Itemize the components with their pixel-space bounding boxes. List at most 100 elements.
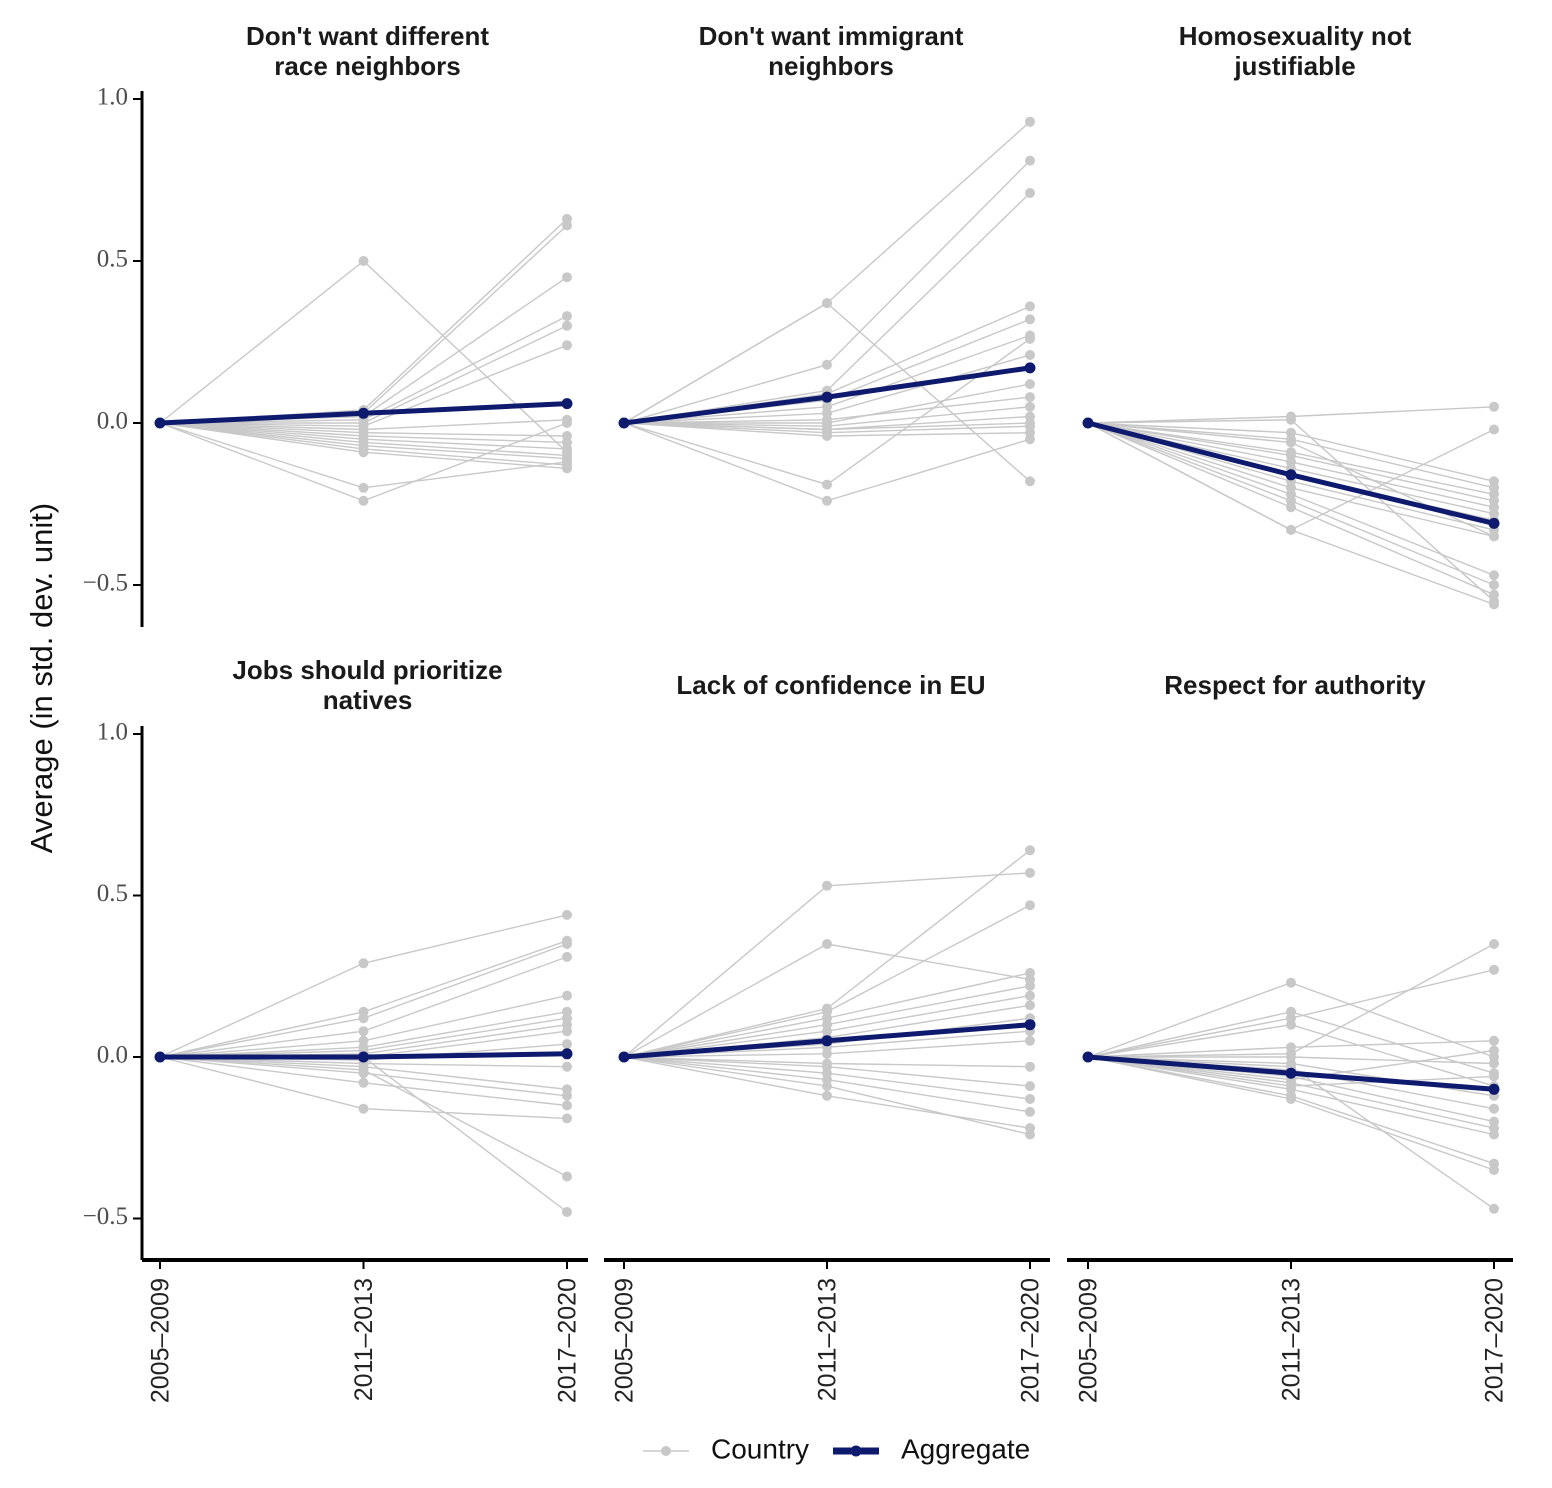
country-point xyxy=(822,1048,832,1059)
x-tick-label: 2017–2020 xyxy=(1481,1278,1509,1403)
country-point xyxy=(1489,401,1499,412)
country-point xyxy=(1286,524,1296,535)
panel-6: Respect for authority xyxy=(1082,670,1500,1214)
aggregate-point xyxy=(1082,417,1094,429)
aggregate-point xyxy=(154,1051,166,1063)
country-line xyxy=(623,160,1031,424)
panel-title-line: natives xyxy=(323,685,413,715)
country-point xyxy=(562,1039,572,1050)
country-point xyxy=(1489,1129,1499,1140)
panel-5: Lack of confidence in EU xyxy=(618,670,1036,1140)
aggregate-point xyxy=(1285,469,1297,481)
country-point xyxy=(562,1171,572,1182)
country-point xyxy=(822,495,832,506)
country-point xyxy=(1489,424,1499,435)
country-point xyxy=(562,990,572,1001)
y-tick-label: 0.0 xyxy=(97,408,128,435)
country-point xyxy=(822,1081,832,1092)
aggregate-point xyxy=(1285,1067,1297,1079)
country-point xyxy=(562,418,572,428)
y-axis-label: Average (in std. dev. unit) xyxy=(24,503,59,853)
x-tick-label: 2011–2013 xyxy=(350,1278,378,1401)
country-point xyxy=(1025,867,1035,878)
country-point xyxy=(1286,1019,1296,1030)
country-point xyxy=(1489,1165,1499,1175)
country-point xyxy=(1489,1058,1499,1069)
y-tick-label: 1.0 xyxy=(97,84,128,111)
axes-layer: 1.0 0.5 0.0 −0.5 1.0 0.5 0.0 −0.5 2005–2009 2011–… xyxy=(83,84,1513,1403)
country-point xyxy=(1489,599,1499,610)
country-point xyxy=(1025,1081,1035,1092)
country-point xyxy=(1025,333,1035,344)
country-point xyxy=(1025,434,1035,445)
country-point xyxy=(1489,1103,1499,1114)
country-point xyxy=(822,880,832,891)
x-tick-label: 2017–2020 xyxy=(1017,1278,1045,1403)
country-point xyxy=(358,958,369,969)
country-point xyxy=(1286,1094,1296,1104)
country-point xyxy=(1025,301,1035,312)
country-point xyxy=(1286,437,1296,448)
aggregate-point xyxy=(618,1051,630,1063)
legend-country-marker xyxy=(661,1446,671,1456)
panel-title-line: Lack of confidence in EU xyxy=(676,670,985,700)
country-point xyxy=(1286,977,1296,988)
country-point xyxy=(1025,392,1035,403)
country-point xyxy=(1025,980,1035,991)
aggregate-point xyxy=(1024,362,1036,374)
country-point xyxy=(358,1077,369,1088)
y-tick-label: 0.5 xyxy=(97,246,128,273)
country-point xyxy=(1025,990,1035,1001)
country-point xyxy=(562,1100,572,1111)
panel-title-line: Homosexuality not xyxy=(1179,21,1412,51)
aggregate-point xyxy=(821,1035,833,1047)
country-point xyxy=(358,495,369,506)
aggregate-point xyxy=(821,391,833,403)
aggregate-point xyxy=(1024,1019,1036,1031)
country-point xyxy=(1489,1035,1499,1046)
country-point xyxy=(358,1026,369,1037)
country-point xyxy=(822,359,832,370)
country-point xyxy=(562,909,572,920)
legend-aggregate-label: Aggregate xyxy=(901,1433,1030,1464)
country-point xyxy=(358,1103,369,1114)
country-point xyxy=(1489,1203,1499,1214)
country-point xyxy=(562,340,572,351)
country-point xyxy=(822,298,832,309)
y-tick-label: 0.0 xyxy=(97,1042,128,1069)
country-point xyxy=(1489,580,1499,590)
aggregate-point xyxy=(1082,1051,1094,1063)
panel-title-line: race neighbors xyxy=(274,51,460,81)
y-tick-label: −0.5 xyxy=(83,1203,128,1230)
country-point xyxy=(1025,476,1035,487)
country-point xyxy=(562,220,572,231)
country-point xyxy=(1025,1129,1035,1140)
country-point xyxy=(1025,1106,1035,1117)
country-point xyxy=(1286,502,1296,513)
country-point xyxy=(1025,968,1035,978)
panel-title-line: Jobs should prioritize xyxy=(232,655,502,685)
country-point xyxy=(1025,1000,1035,1011)
aggregate-point xyxy=(561,1048,573,1060)
country-point xyxy=(562,320,572,331)
country-point xyxy=(1025,418,1035,428)
country-point xyxy=(1025,379,1035,390)
country-line xyxy=(159,224,568,424)
y-tick-label: 1.0 xyxy=(97,719,128,746)
legend: Country Aggregate xyxy=(643,1433,1030,1464)
country-point xyxy=(1025,350,1035,360)
panel-title-line: neighbors xyxy=(768,51,894,81)
country-point xyxy=(1489,1071,1499,1082)
country-point xyxy=(1025,845,1035,856)
country-point xyxy=(1025,401,1035,412)
x-tick-label: 2005–2009 xyxy=(147,1278,175,1403)
country-point xyxy=(562,1207,572,1217)
country-point xyxy=(358,1013,369,1024)
panel-title-line: justifiable xyxy=(1233,51,1355,81)
country-line xyxy=(1087,943,1495,1058)
country-point xyxy=(562,272,572,283)
